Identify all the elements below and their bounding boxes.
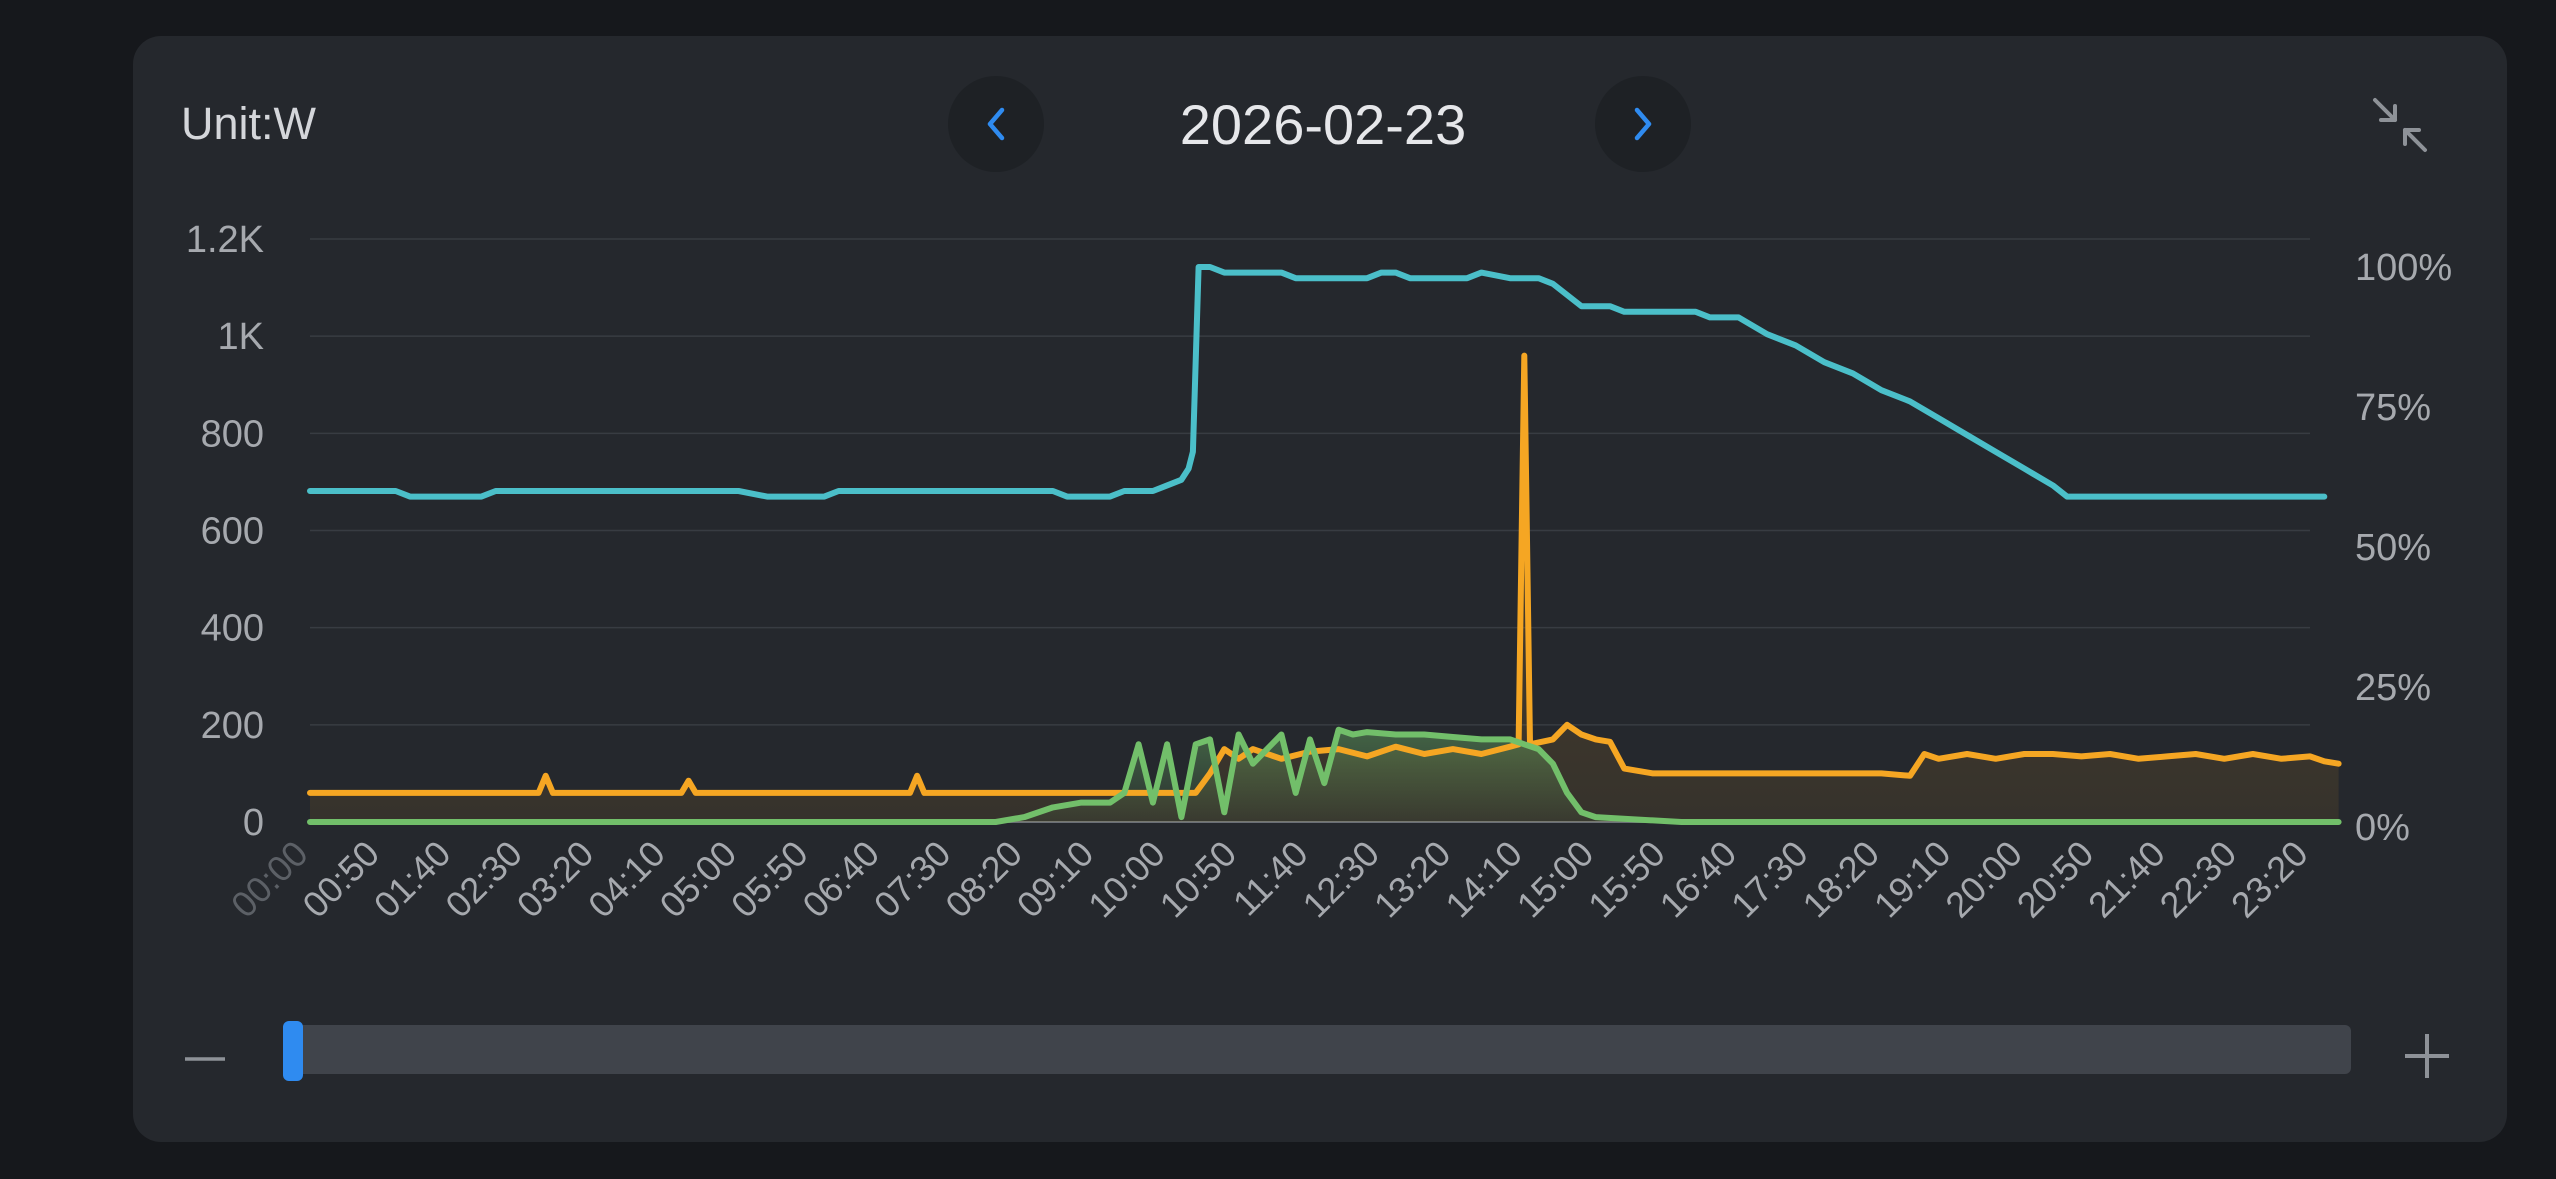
x-tick-label: 14:10 — [1437, 833, 1530, 926]
x-tick-label: 11:40 — [1225, 833, 1316, 924]
x-tick-label: 00:00 — [223, 833, 316, 926]
x-tick-label: 18:20 — [1794, 833, 1887, 926]
zoom-slider[interactable] — [283, 1021, 2351, 1081]
unit-label: Unit:W — [181, 98, 316, 149]
previous-day-button[interactable] — [948, 76, 1044, 172]
y-right-tick-label: 0% — [2355, 807, 2410, 849]
x-tick-label: 01:40 — [366, 833, 459, 926]
y-left-tick-label: 0 — [243, 802, 264, 844]
zoom-out-button[interactable] — [183, 1044, 227, 1074]
collapse-button[interactable] — [2369, 94, 2431, 156]
x-tick-label: 07:30 — [866, 833, 959, 926]
y-right-tick-label: 100% — [2355, 247, 2452, 289]
x-tick-label: 03:20 — [509, 833, 602, 926]
plus-icon — [2405, 1034, 2449, 1078]
date-title: 2026-02-23 — [1179, 93, 1467, 156]
y-left-tick-label: 600 — [201, 511, 264, 553]
x-tick-label: 15:50 — [1580, 833, 1673, 926]
x-tick-label: 04:10 — [580, 833, 673, 926]
y-right-tick-label: 50% — [2355, 527, 2431, 569]
x-tick-label: 21:40 — [2080, 833, 2173, 926]
y-left-tick-label: 1.2K — [186, 219, 264, 261]
x-tick-label: 10:00 — [1080, 833, 1173, 926]
x-tick-label: 16:40 — [1652, 833, 1745, 926]
y-left-tick-label: 400 — [201, 608, 264, 650]
chevron-right-icon — [1634, 107, 1652, 141]
x-tick-label: 15:00 — [1509, 833, 1602, 926]
chevron-left-icon — [987, 107, 1005, 141]
x-tick-label: 05:50 — [723, 833, 816, 926]
x-tick-label: 08:20 — [937, 833, 1030, 926]
load-area — [310, 355, 2339, 822]
y-left-tick-label: 800 — [201, 413, 264, 455]
x-tick-label: 13:20 — [1366, 833, 1459, 926]
y-left-tick-label: 200 — [201, 705, 264, 747]
solar-area — [310, 729, 2339, 822]
power-chart: 02004006008001K1.2K0%25%50%75%100%00:000… — [186, 219, 2452, 926]
x-tick-label: 20:50 — [2009, 833, 2102, 926]
x-tick-label: 06:40 — [794, 833, 887, 926]
minus-icon — [185, 1057, 225, 1061]
x-tick-label: 09:10 — [1009, 833, 1102, 926]
x-tick-label: 22:30 — [2152, 833, 2245, 926]
y-right-tick-label: 25% — [2355, 667, 2431, 709]
solar-line — [307, 726, 2342, 825]
next-day-button[interactable] — [1595, 76, 1691, 172]
x-tick-label: 10:50 — [1152, 833, 1245, 926]
zoom-in-button[interactable] — [2399, 1028, 2455, 1084]
load-line — [307, 352, 2342, 796]
x-tick-label: 23:20 — [2223, 833, 2316, 926]
collapse-arrows-icon — [2373, 98, 2427, 152]
x-tick-label: 12:30 — [1294, 833, 1387, 926]
x-tick-label: 00:50 — [294, 833, 387, 926]
y-left-tick-label: 1K — [218, 316, 264, 358]
x-tick-label: 02:30 — [437, 833, 530, 926]
chart-card: Unit:W 2026-02-23 — [133, 36, 2507, 1142]
x-tick-label: 17:30 — [1723, 833, 1816, 926]
x-tick-label: 20:00 — [1937, 833, 2030, 926]
x-tick-label: 19:10 — [1866, 833, 1959, 926]
battery_soc-line — [307, 264, 2328, 500]
x-tick-label: 05:00 — [652, 833, 745, 926]
y-right-tick-label: 75% — [2355, 387, 2431, 429]
zoom-slider-handle[interactable] — [283, 1021, 303, 1081]
